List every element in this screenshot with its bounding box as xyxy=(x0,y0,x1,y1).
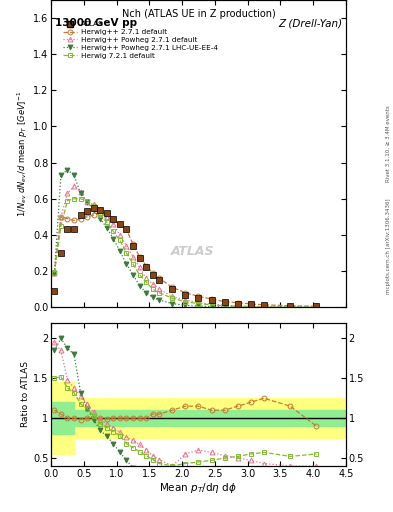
Legend: ATLAS, Herwig++ 2.7.1 default, Herwig++ Powheg 2.7.1 default, Herwig++ Powheg 2.: ATLAS, Herwig++ 2.7.1 default, Herwig++ … xyxy=(61,19,220,61)
Y-axis label: Ratio to ATLAS: Ratio to ATLAS xyxy=(21,361,30,427)
Text: 13000 GeV pp: 13000 GeV pp xyxy=(55,18,137,28)
Text: Nch (ATLAS UE in Z production): Nch (ATLAS UE in Z production) xyxy=(121,9,275,19)
Text: ATLAS: ATLAS xyxy=(171,245,214,259)
Text: Z (Drell-Yan): Z (Drell-Yan) xyxy=(278,18,342,28)
Text: Rivet 3.1.10, ≥ 3.4M events: Rivet 3.1.10, ≥ 3.4M events xyxy=(386,105,391,182)
X-axis label: Mean $p_T$/d$\eta$ d$\phi$: Mean $p_T$/d$\eta$ d$\phi$ xyxy=(160,481,237,496)
Y-axis label: $1/N_{ev}$ $dN_{ev}/d$ mean $p_T$ $[GeV]^{-1}$: $1/N_{ev}$ $dN_{ev}/d$ mean $p_T$ $[GeV]… xyxy=(16,91,30,217)
Text: mcplots.cern.ch [arXiv:1306.3436]: mcplots.cern.ch [arXiv:1306.3436] xyxy=(386,198,391,293)
